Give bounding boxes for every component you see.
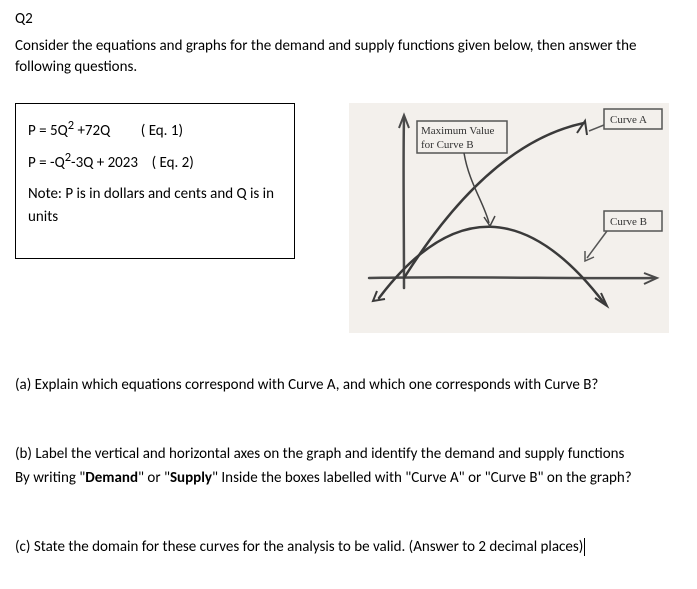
part-b-supply: Supply [170, 469, 212, 487]
part-b-line2: By writing "Demand" or "Supply" Inside t… [15, 466, 682, 490]
part-b-line1: (b) Label the vertical and horizontal ax… [15, 442, 682, 466]
curve-a-label: Curve A [610, 114, 647, 126]
part-b-post: " Inside the boxes labelled with "Curve … [212, 469, 632, 487]
part-c-text: (c) State the domain for these curves fo… [15, 538, 583, 556]
top-row: P = 5Q2 +72Q ( Eq. 1) P = -Q2-3Q + 2023 … [15, 103, 682, 333]
part-b-mid: " or " [138, 469, 170, 487]
part-b-pre: By writing " [15, 469, 85, 487]
part-b: (b) Label the vertical and horizontal ax… [15, 442, 682, 490]
curve-b-label: Curve B [610, 216, 647, 228]
eq1-rhs: +72Q [74, 122, 110, 140]
eq1-lhs: P = 5Q [28, 122, 68, 140]
equation-2: P = -Q2-3Q + 2023 ( Eq. 2) [28, 146, 282, 178]
eq2-lhs: P = -Q [28, 154, 65, 172]
x-axis [369, 277, 654, 278]
part-c: (c) State the domain for these curves fo… [15, 535, 682, 559]
equation-1: P = 5Q2 +72Q ( Eq. 1) [28, 114, 282, 146]
max-value-line2: for Curve B [421, 139, 474, 151]
eq2-rhs: -3Q + 2023 [71, 154, 138, 172]
equation-box: P = 5Q2 +72Q ( Eq. 1) P = -Q2-3Q + 2023 … [15, 103, 295, 259]
graph-container: Maximum Value for Curve B Curve A Curve … [335, 103, 682, 333]
max-value-line1: Maximum Value [421, 125, 495, 137]
question-number: Q2 [15, 10, 682, 28]
intro-text: Consider the equations and graphs for th… [15, 36, 682, 78]
eq1-label: ( Eq. 1) [141, 117, 183, 146]
text-cursor: ​ [584, 538, 585, 556]
part-b-demand: Demand [85, 469, 138, 487]
eq2-label: ( Eq. 2) [152, 149, 194, 178]
equation-note: Note: P is in dollars and cents and Q is… [28, 183, 282, 228]
demand-supply-sketch: Maximum Value for Curve B Curve A Curve … [349, 103, 669, 333]
part-a: (a) Explain which equations correspond w… [15, 373, 682, 397]
